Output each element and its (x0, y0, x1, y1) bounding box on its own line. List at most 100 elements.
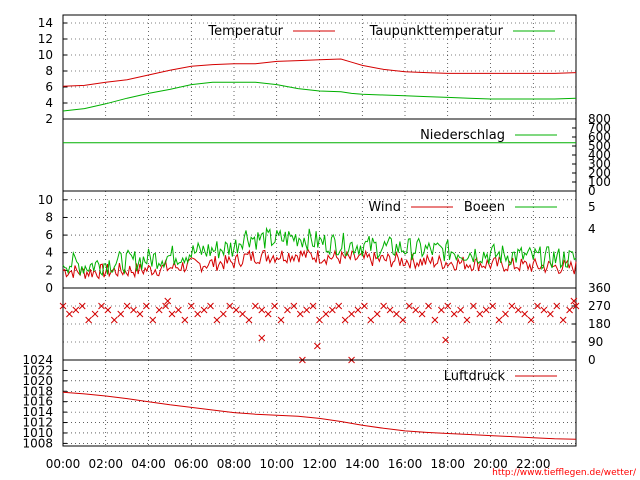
temperature-y-ticks: 2 4 6 8 10 12 14 (38, 16, 67, 126)
wind-direction-point-stroke (393, 310, 400, 318)
wind-direction-point-stroke (149, 316, 157, 324)
wind-direction-point-stroke (450, 310, 458, 318)
x-tick-label: 20:00 (473, 457, 508, 471)
wind-direction-point (252, 302, 259, 310)
wind-direction-point (232, 306, 240, 314)
wind-direction-point-stroke (457, 306, 464, 314)
wind-direction-point (245, 316, 253, 324)
wind-direction-point-stroke (290, 302, 298, 310)
wind-direction-point-stroke (514, 306, 522, 314)
wind-direction-point-stroke (91, 310, 99, 318)
wind-direction-point-stroke (546, 310, 554, 318)
wind-direction-point-stroke (78, 302, 86, 310)
x-tick-label: 14:00 (345, 457, 380, 471)
wind-direction-point (162, 302, 169, 310)
wind-y-ticks: 0 2 4 6 8 10 4 5 (38, 193, 596, 295)
wind-direction-point (239, 310, 246, 318)
wind-direction-point (341, 316, 349, 324)
temperature-y-tick-label: 6 (45, 80, 53, 94)
wind-direction-point (277, 316, 285, 324)
precipitation-y-tick-label: 500 (588, 139, 611, 153)
wind-direction-point-stroke (258, 334, 266, 342)
wind-direction-point-stroke (66, 310, 73, 318)
x-tick-label: 12:00 (302, 457, 337, 471)
precipitation-y-tick-label: 100 (588, 175, 611, 189)
wind-direction-point (155, 306, 163, 314)
wind-direction-point-stroke (123, 302, 131, 310)
wind-direction-point (303, 306, 311, 314)
wind-direction-point (559, 316, 567, 324)
wind-direction-point (91, 310, 99, 318)
wind-direction-point (271, 302, 278, 310)
pressure-y-tick-label: 1018 (22, 384, 53, 398)
wind-direction-point (322, 310, 330, 318)
wind-direction-point (457, 306, 464, 314)
wind-direction-point-stroke (168, 310, 176, 318)
wind-direction-point (164, 297, 172, 305)
wind-direction-point (405, 302, 413, 310)
wind-direction-point (482, 306, 490, 314)
wind-direction-point-stroke (444, 302, 452, 310)
pressure-y-tick-label: 1016 (22, 395, 53, 409)
wind-direction-point-stroke (559, 316, 567, 324)
x-tick-label: 04:00 (131, 457, 166, 471)
wind-direction-point-stroke (508, 302, 516, 310)
temperature-y-tick-label: 4 (45, 96, 53, 110)
x-tick-label: 02:00 (88, 457, 123, 471)
temperature-legend-label: Temperatur (207, 24, 283, 39)
wind-direction-point (386, 306, 394, 314)
wind-direction-point (470, 302, 477, 310)
wind-legend-label: Boeen (464, 200, 505, 215)
pressure-series-luftdruck (62, 391, 577, 440)
precipitation-y-tick-label: 800 (588, 112, 611, 126)
wind-direction-point-stroke (495, 316, 503, 324)
wind-direction-point (546, 310, 554, 318)
wind-direction-point-stroke (373, 310, 381, 318)
wind-direction-point-stroke (540, 306, 548, 314)
wind-direction-point-stroke (367, 316, 375, 324)
wind-direction-point (425, 302, 432, 310)
wind-direction-point (553, 302, 561, 310)
wind-direction-point (495, 316, 503, 324)
wind-direction-point (98, 302, 105, 310)
credit-link[interactable]: http://www.tiefflegen.de/wetter/ (492, 468, 637, 478)
pressure-legend-label: Luftdruck (444, 369, 506, 384)
wind-direction-point (181, 316, 189, 324)
temperature-series-taupunkttemperatur (62, 81, 577, 112)
pressure-frame (62, 359, 577, 447)
temperature-y-tick-label: 8 (45, 64, 53, 78)
wind-direction-y-tick-label: 360 (588, 281, 611, 295)
wind-direction-point-stroke (194, 310, 202, 318)
wind-direction-point (149, 316, 157, 324)
wind-direction-point (354, 306, 362, 314)
wind-direction-point-stroke (245, 316, 253, 324)
wind-direction-point-stroke (98, 302, 105, 310)
pressure-series (62, 391, 577, 440)
precipitation-y-tick-label: 400 (588, 148, 611, 162)
wind-direction-point-stroke (502, 310, 509, 318)
wind-direction-point-stroke (271, 302, 278, 310)
wind-direction-point-stroke (303, 306, 311, 314)
wind-direction-point (200, 306, 208, 314)
wind-direction-point-stroke (219, 310, 227, 318)
wind-direction-point (314, 342, 321, 350)
wind-direction-point-stroke (143, 302, 150, 310)
wind-direction-point (258, 306, 266, 314)
wind-direction-point-stroke (232, 306, 240, 314)
wind-direction-point (373, 310, 381, 318)
wind-direction-point-stroke (425, 302, 432, 310)
wind-direction-point (316, 316, 323, 324)
wind-direction-point (476, 310, 484, 318)
wind-direction-point-stroke (200, 306, 208, 314)
wind-direction-point-stroke (399, 316, 407, 324)
wind-direction-point (213, 316, 221, 324)
precipitation-legend: Niederschlag (420, 128, 557, 143)
wind-direction-point-stroke (239, 310, 246, 318)
wind-direction-point (290, 302, 298, 310)
wind-direction-point-stroke (252, 302, 259, 310)
wind-direction-point-stroke (277, 316, 285, 324)
wind-direction-point (104, 306, 112, 314)
